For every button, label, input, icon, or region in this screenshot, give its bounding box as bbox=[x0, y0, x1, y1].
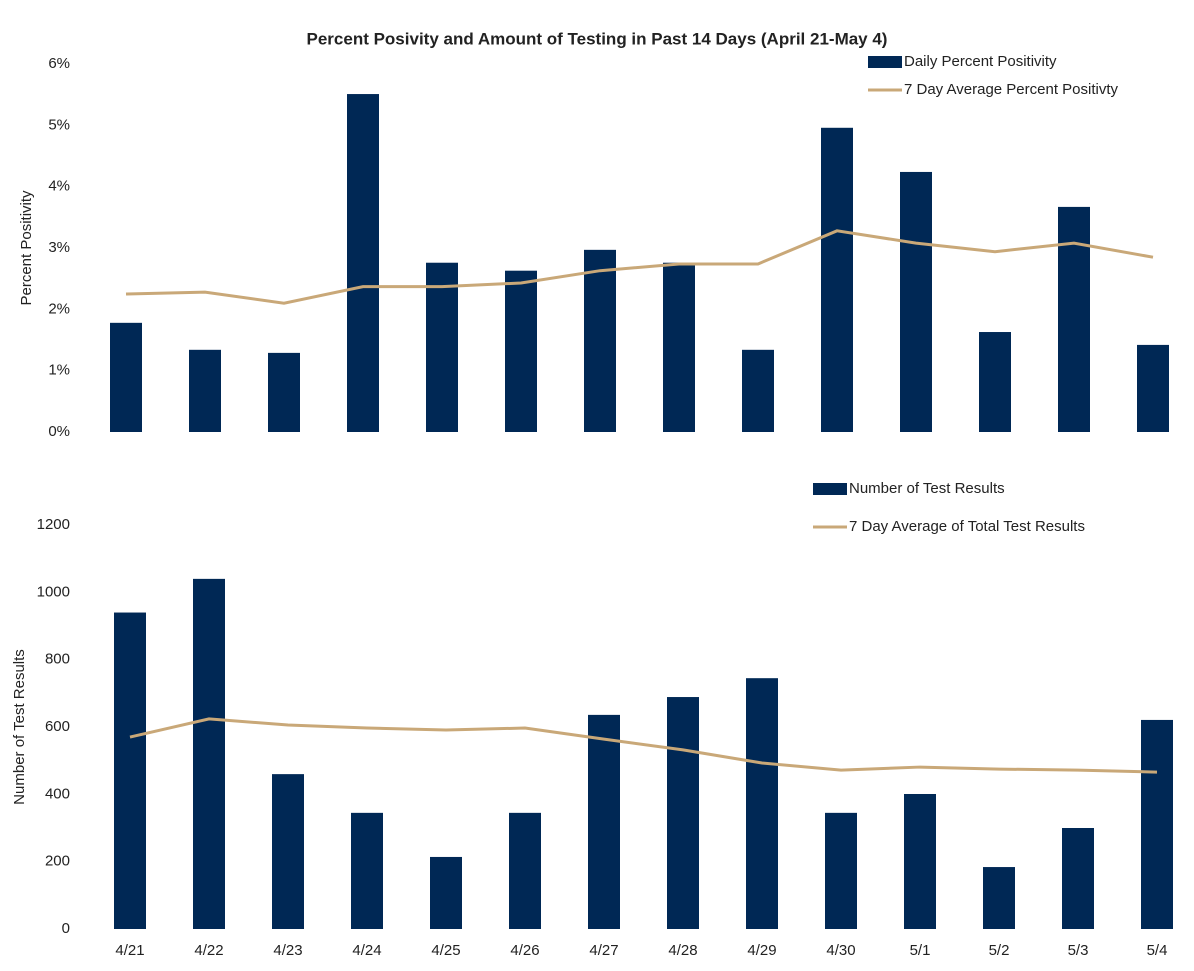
bar bbox=[193, 578, 225, 929]
bar bbox=[505, 270, 537, 432]
bar bbox=[588, 714, 620, 929]
bar bbox=[430, 856, 462, 929]
x-tick-label: 5/3 bbox=[1068, 942, 1089, 959]
y-tick-label: 600 bbox=[45, 718, 70, 735]
y-tick-label: 3% bbox=[48, 239, 70, 256]
y-tick-label: 1000 bbox=[37, 583, 70, 600]
y-tick-label: 6% bbox=[48, 55, 70, 72]
x-tick-label: 4/23 bbox=[273, 942, 302, 959]
legend-swatch bbox=[868, 56, 902, 68]
bar bbox=[663, 262, 695, 432]
bar bbox=[114, 612, 146, 929]
legend-label: Number of Test Results bbox=[849, 480, 1005, 497]
chart-title: Percent Posivity and Amount of Testing i… bbox=[307, 29, 888, 48]
bar bbox=[347, 94, 379, 432]
y-tick-label: 400 bbox=[45, 785, 70, 802]
bar bbox=[979, 332, 1011, 432]
legend-label: 7 Day Average of Total Test Results bbox=[849, 518, 1085, 535]
y-tick-label: 0% bbox=[48, 423, 70, 440]
bar bbox=[509, 812, 541, 929]
bar bbox=[110, 322, 142, 432]
bar bbox=[426, 262, 458, 432]
legend-label: Daily Percent Positivity bbox=[904, 53, 1057, 70]
y-tick-label: 800 bbox=[45, 651, 70, 668]
legend-swatch bbox=[813, 483, 847, 495]
y-tick-label: 2% bbox=[48, 300, 70, 317]
x-tick-label: 4/26 bbox=[510, 942, 539, 959]
bar bbox=[746, 678, 778, 929]
bar bbox=[189, 349, 221, 432]
bar bbox=[1062, 828, 1094, 929]
x-tick-label: 4/25 bbox=[431, 942, 460, 959]
x-tick-label: 4/21 bbox=[115, 942, 144, 959]
bar bbox=[272, 774, 304, 929]
x-tick-label: 4/24 bbox=[352, 942, 381, 959]
y-tick-label: 0 bbox=[62, 920, 70, 937]
x-tick-label: 4/29 bbox=[747, 942, 776, 959]
bar bbox=[584, 249, 616, 432]
bar bbox=[351, 812, 383, 929]
x-tick-label: 5/1 bbox=[910, 942, 931, 959]
y-tick-label: 1200 bbox=[37, 516, 70, 533]
bar bbox=[1141, 719, 1173, 929]
bar bbox=[825, 812, 857, 929]
line bbox=[125, 229, 1154, 305]
legend-label: 7 Day Average Percent Positivty bbox=[904, 81, 1118, 98]
y-axis-label: Percent Positivity bbox=[18, 190, 35, 306]
line bbox=[129, 717, 1158, 774]
x-tick-label: 4/27 bbox=[589, 942, 618, 959]
x-tick-label: 4/22 bbox=[194, 942, 223, 959]
bar bbox=[821, 127, 853, 432]
y-tick-label: 200 bbox=[45, 853, 70, 870]
y-tick-label: 5% bbox=[48, 116, 70, 133]
y-tick-label: 4% bbox=[48, 178, 70, 195]
y-tick-label: 1% bbox=[48, 362, 70, 379]
bar bbox=[983, 867, 1015, 929]
bar bbox=[1058, 206, 1090, 432]
x-tick-label: 5/4 bbox=[1147, 942, 1168, 959]
x-tick-label: 5/2 bbox=[989, 942, 1010, 959]
x-tick-label: 4/30 bbox=[826, 942, 855, 959]
bar bbox=[268, 352, 300, 432]
bar bbox=[667, 697, 699, 929]
bar bbox=[904, 793, 936, 929]
bar bbox=[900, 171, 932, 433]
x-tick-label: 4/28 bbox=[668, 942, 697, 959]
bar bbox=[1137, 344, 1169, 432]
bar bbox=[742, 349, 774, 432]
y-axis-label: Number of Test Results bbox=[11, 649, 28, 805]
